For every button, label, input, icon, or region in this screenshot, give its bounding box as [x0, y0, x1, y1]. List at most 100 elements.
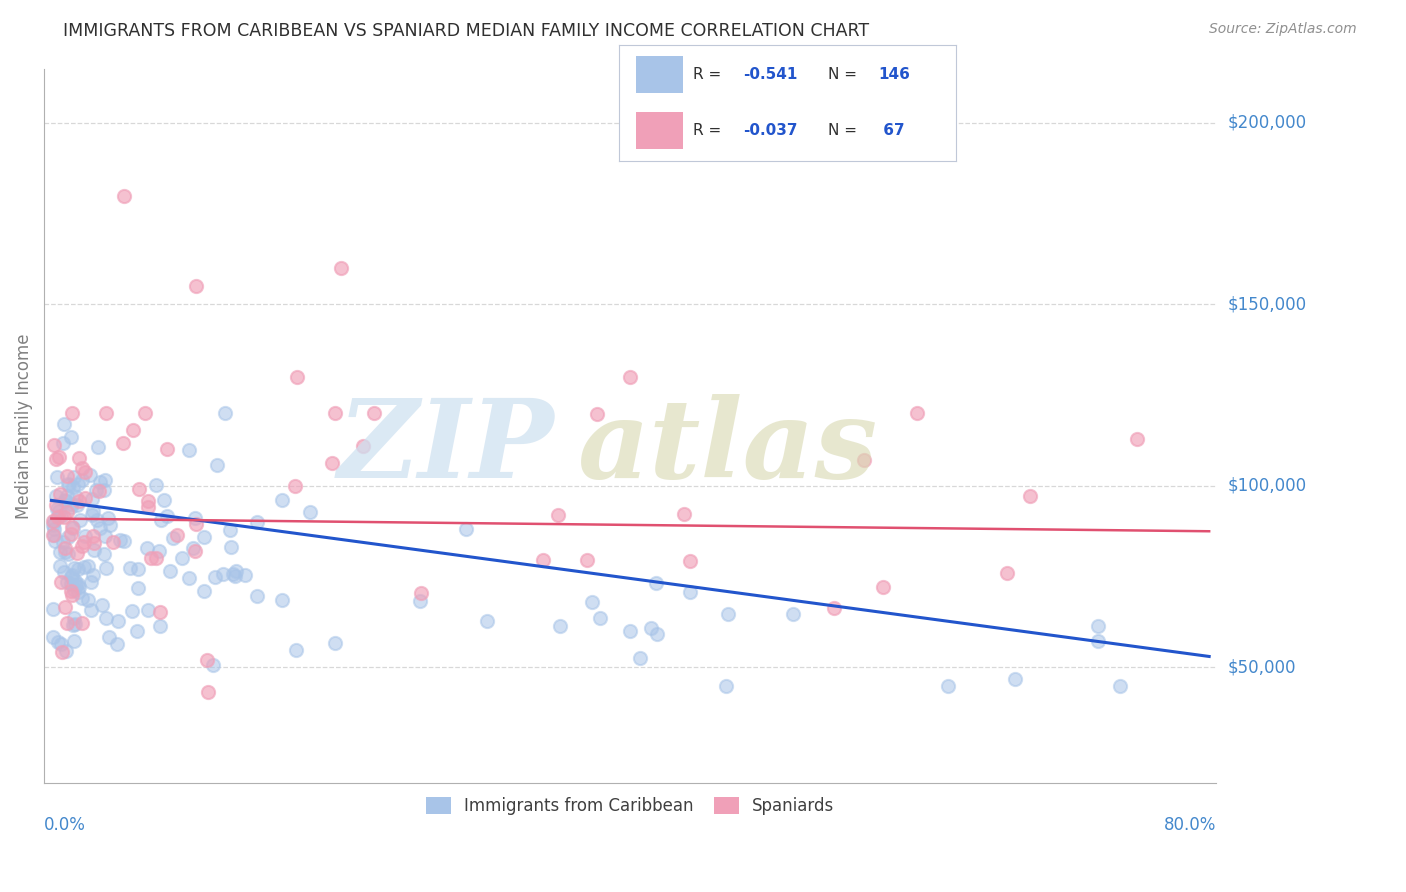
Point: [298, 505, 321, 519]
Point: [65, 490, 87, 504]
Text: $100,000: $100,000: [1227, 477, 1306, 495]
Point: [52, 509, 75, 524]
Point: [94, 529, 117, 543]
Point: [73, 534, 96, 549]
Point: [938, 678, 960, 692]
Point: [872, 580, 894, 594]
Point: [122, 423, 145, 437]
Point: [83, 536, 105, 550]
Point: [80, 603, 103, 617]
Point: [63, 469, 86, 483]
Point: [42, 630, 65, 644]
Point: [60, 570, 83, 584]
Text: IMMIGRANTS FROM CARIBBEAN VS SPANIARD MEDIAN FAMILY INCOME CORRELATION CHART: IMMIGRANTS FROM CARIBBEAN VS SPANIARD ME…: [63, 22, 869, 40]
Point: [94, 473, 117, 487]
Point: [159, 564, 181, 578]
Point: [183, 511, 205, 525]
Point: [67, 562, 90, 576]
Text: 80.0%: 80.0%: [1164, 815, 1216, 834]
Point: [219, 524, 242, 538]
Point: [46, 510, 69, 524]
Point: [62, 583, 84, 598]
Point: [352, 439, 374, 453]
Point: [108, 533, 131, 547]
Point: [105, 637, 128, 651]
Point: [77, 558, 100, 573]
Point: [53, 492, 76, 507]
Point: [136, 603, 159, 617]
Point: [285, 643, 308, 657]
Point: [80, 575, 103, 590]
Point: [112, 188, 135, 202]
Point: [62, 480, 84, 494]
Point: [65, 498, 87, 512]
Point: [156, 442, 179, 456]
Point: [94, 560, 117, 574]
Point: [321, 457, 343, 471]
Point: [55, 505, 77, 519]
Point: [127, 581, 149, 595]
Point: [90, 598, 112, 612]
Text: 0.0%: 0.0%: [44, 815, 86, 834]
Point: [1108, 678, 1130, 692]
Bar: [636, 112, 683, 149]
Point: [149, 605, 172, 619]
Point: [62, 520, 84, 534]
Point: [619, 624, 641, 638]
Point: [66, 546, 89, 560]
Point: [323, 636, 346, 650]
Point: [55, 575, 77, 590]
Point: [42, 522, 65, 536]
Point: [70, 539, 93, 553]
Point: [1087, 634, 1109, 648]
Point: [42, 438, 65, 452]
Point: [49, 575, 72, 590]
Point: [547, 508, 569, 522]
Point: [58, 547, 80, 561]
Point: [42, 518, 65, 533]
Point: [69, 513, 91, 527]
Point: [53, 494, 76, 508]
Point: [271, 592, 294, 607]
Point: [62, 617, 84, 632]
Point: [121, 603, 143, 617]
Point: [73, 560, 96, 574]
Point: [65, 574, 87, 588]
Point: [82, 504, 104, 518]
Point: [619, 370, 641, 384]
Point: [94, 611, 117, 625]
Point: [96, 406, 118, 420]
Point: [125, 624, 148, 638]
Point: [42, 514, 65, 528]
Point: [148, 544, 170, 558]
Point: [45, 452, 67, 467]
Point: [454, 522, 477, 536]
Point: [679, 554, 702, 568]
Point: [111, 436, 134, 450]
Point: [409, 586, 432, 600]
Point: [672, 507, 695, 521]
Point: [63, 560, 86, 574]
Point: [56, 477, 79, 491]
Point: [179, 571, 201, 585]
Point: [59, 526, 82, 541]
Point: [45, 502, 67, 516]
Point: [63, 616, 86, 631]
Point: [87, 440, 110, 454]
Point: [49, 558, 72, 573]
Text: ZIP: ZIP: [337, 393, 554, 501]
Point: [531, 553, 554, 567]
Point: [93, 483, 115, 498]
Point: [127, 562, 149, 576]
Point: [645, 626, 668, 640]
Point: [905, 406, 928, 420]
Point: [1004, 672, 1026, 686]
Point: [82, 529, 104, 543]
Point: [149, 618, 172, 632]
Point: [409, 594, 432, 608]
Point: [246, 589, 269, 603]
Point: [53, 417, 76, 432]
Point: [128, 482, 150, 496]
Text: N =: N =: [828, 123, 862, 138]
Point: [59, 429, 82, 443]
